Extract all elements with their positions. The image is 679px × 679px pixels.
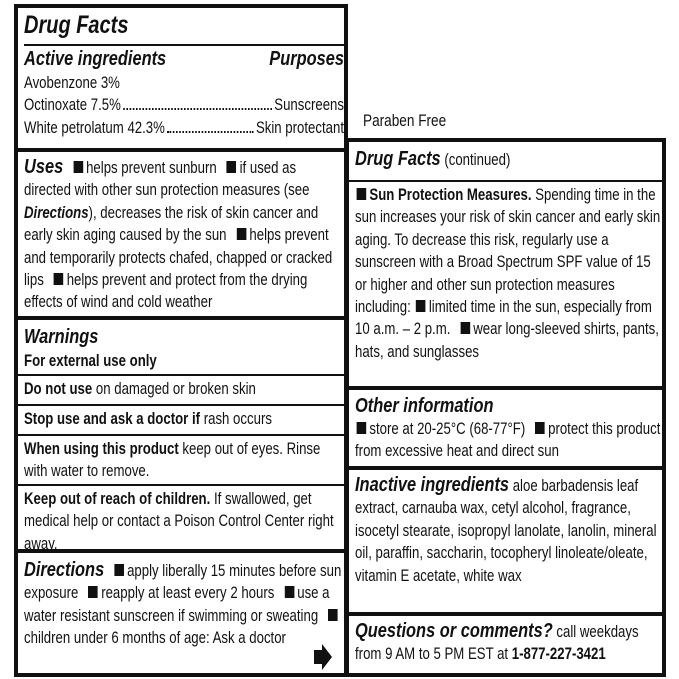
other-item: protect this product from excessive heat…	[355, 420, 661, 461]
inactive-text: Inactive ingredients aloe barbadensis le…	[355, 473, 662, 587]
use-item: ), decreases the risk of skin cancer and…	[24, 203, 319, 245]
warning-text: rash occurs	[203, 410, 272, 428]
ingredient-name: Octinoxate 7.5%	[24, 96, 121, 115]
sun-heading: Sun Protection Measures.	[369, 186, 532, 204]
continue-arrow	[314, 644, 332, 670]
continued-title: Drug Facts (continued)	[349, 142, 662, 182]
use-item: helps prevent and temporarily protects c…	[24, 226, 333, 290]
inactive-section: Inactive ingredients aloe barbadensis le…	[349, 470, 662, 616]
phone: 1-877-227-3421	[511, 645, 606, 664]
rule	[24, 44, 344, 46]
title: Drug Facts	[355, 147, 441, 170]
title: Drug Facts	[24, 11, 129, 39]
questions-body: call weekdays from 9 AM to 5 PM EST at	[355, 623, 639, 664]
direction-item: apply liberally 15 minutes before sun ex…	[24, 562, 342, 603]
section-heading: Directions	[24, 558, 105, 581]
use-item: helps prevent and protect from the dryin…	[24, 271, 308, 312]
bullet	[535, 422, 545, 434]
use-item: if used as directed with other sun prote…	[24, 159, 310, 200]
warning-text: keep out of eyes. Rinse with water to re…	[24, 440, 321, 481]
bullet	[460, 322, 471, 335]
ingredient: Octinoxate 7.5% Sunscreens	[24, 94, 344, 116]
warning-text: If swallowed, get medical help or contac…	[24, 490, 334, 553]
bullet	[236, 228, 247, 241]
bullet	[356, 422, 367, 434]
questions-section: Questions or comments? call weekdays fro…	[349, 616, 662, 673]
directions-section: Directions apply liberally 15 minutes be…	[18, 553, 344, 673]
direction-item: use a water resistant sunscreen if swimm…	[24, 584, 330, 625]
ingredient: White petrolatum 42.3% Skin protectant	[24, 117, 344, 139]
warning-bold: Keep out of reach of children.	[24, 490, 211, 508]
active-section: Drug Facts Active ingredients Purposes A…	[18, 8, 344, 152]
active-header: Active ingredients Purposes	[24, 46, 344, 72]
sun-item: limited time in the sun, especially from…	[355, 298, 652, 339]
right-panel: Drug Facts (continued) Sun Protection Me…	[345, 138, 666, 677]
leader	[123, 108, 272, 111]
warning: Stop use and ask a doctor if rash occurs	[18, 406, 344, 436]
section-heading: Inactive ingredients	[355, 473, 510, 496]
warning-bold: Do not use	[24, 380, 93, 398]
sun-item: wear long-sleeved shirts, pants, hats, a…	[355, 320, 659, 361]
sun-text: Sun Protection Measures. Spending time i…	[355, 184, 662, 363]
directions-text: Directions apply liberally 15 minutes be…	[24, 558, 344, 650]
active-heading: Active ingredients	[24, 47, 167, 70]
paraben-free: Paraben Free	[363, 111, 447, 130]
warning-external: For external use only	[24, 352, 157, 370]
direction-item: reapply at least every 2 hours	[101, 584, 275, 603]
bullet	[328, 608, 338, 621]
sun-section: Sun Protection Measures. Spending time i…	[349, 182, 662, 390]
purposes-heading: Purposes	[269, 47, 344, 70]
other-item: store at 20-25°C (68-77°F)	[369, 420, 526, 438]
direction-item: children under 6 months of age: Ask a do…	[24, 629, 286, 648]
other-section: Other information store at 20-25°C (68-7…	[349, 390, 662, 470]
section-heading: Other information	[355, 394, 494, 417]
use-item-ref: Directions	[24, 203, 89, 222]
warning-text: on damaged or broken skin	[95, 380, 256, 398]
ingredient-purpose: Skin protectant	[255, 118, 344, 137]
section-heading: Questions or comments?	[355, 619, 553, 642]
uses-section: Uses helps prevent sunburn if used as di…	[18, 152, 344, 320]
left-panel: Drug Facts Active ingredients Purposes A…	[14, 4, 348, 677]
questions-text: Questions or comments? call weekdays fro…	[355, 619, 662, 666]
ingredient-name: White petrolatum 42.3%	[24, 118, 165, 137]
other-text: Other information store at 20-25°C (68-7…	[355, 394, 662, 463]
bullet	[356, 188, 367, 200]
ingredient-name: Avobenzone 3%	[24, 74, 120, 92]
section-heading: Uses	[24, 155, 64, 178]
warning-bold: When using this product	[24, 440, 179, 458]
bullet	[284, 586, 295, 599]
title-note: (continued)	[444, 151, 511, 169]
warnings-head: Warnings For external use only	[18, 324, 344, 376]
bullet	[88, 586, 98, 599]
bullet	[114, 564, 124, 576]
bullet	[226, 161, 237, 173]
warning: Keep out of reach of children. If swallo…	[18, 486, 344, 553]
warnings-section: Warnings For external use only Do not us…	[18, 320, 344, 553]
inactive-body: aloe barbadensis leaf extract, carnauba …	[355, 477, 657, 585]
bullet	[53, 273, 64, 286]
leader	[167, 130, 254, 133]
uses-text: Uses helps prevent sunburn if used as di…	[24, 155, 344, 314]
sun-body: Spending time in the sun increases your …	[355, 186, 661, 317]
bullet	[73, 161, 83, 173]
section-heading: Warnings	[24, 325, 99, 348]
use-item: helps prevent sunburn	[86, 159, 217, 177]
warning: When using this product keep out of eyes…	[18, 436, 344, 486]
warning: Do not use on damaged or broken skin	[18, 376, 344, 406]
ingredient-purpose: Sunscreens	[274, 96, 344, 115]
warning-bold: Stop use and ask a doctor if	[24, 410, 201, 428]
ingredient: Avobenzone 3%	[24, 72, 344, 94]
bullet	[416, 300, 426, 313]
